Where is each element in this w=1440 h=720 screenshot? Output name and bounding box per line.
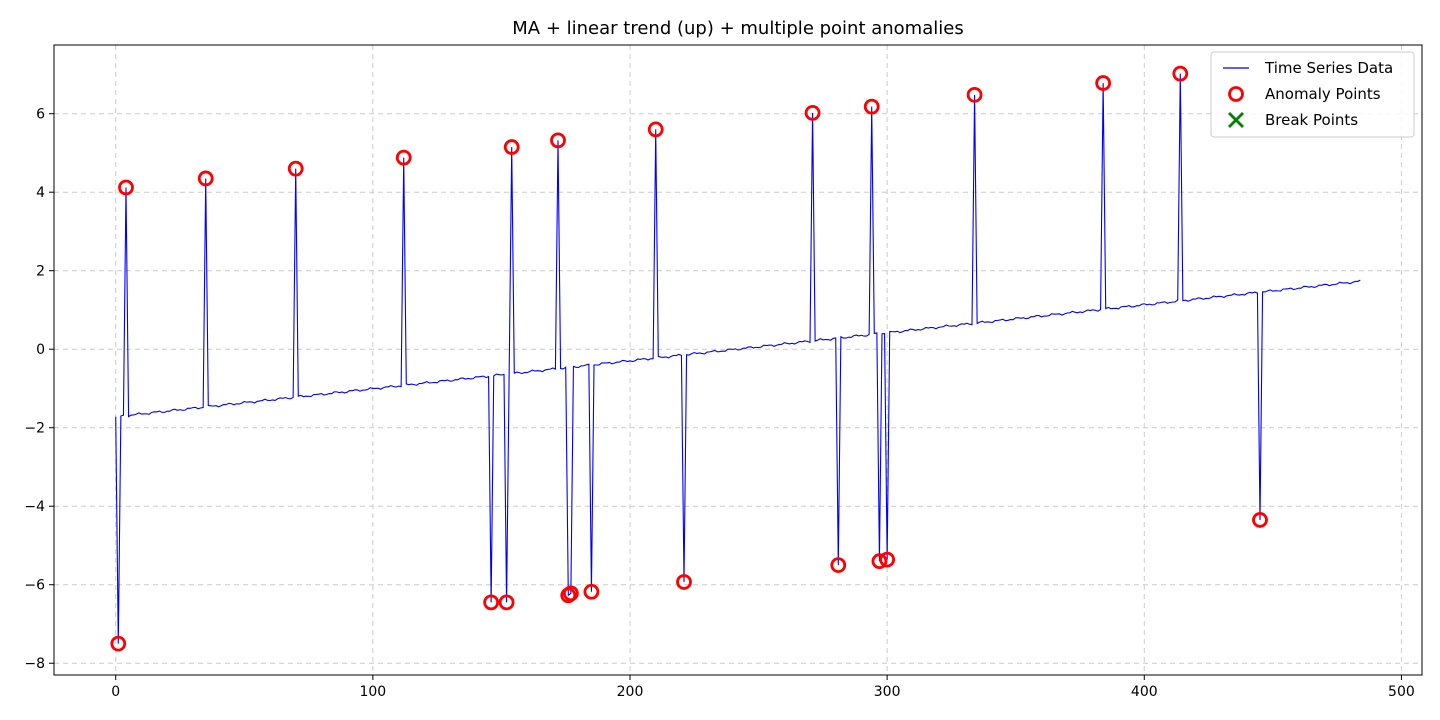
- anomaly-point: [503, 139, 520, 155]
- x-tick-label: 300: [874, 684, 901, 700]
- anomaly-point: [676, 574, 692, 590]
- plot-frame: [53, 44, 1423, 676]
- legend-label: Anomaly Points: [1265, 85, 1381, 103]
- legend-x-marker: [1228, 112, 1244, 128]
- y-tick-label: −6: [24, 578, 45, 594]
- y-tick-label: 6: [36, 107, 45, 123]
- legend-box: [1210, 51, 1415, 138]
- y-tick-label: 2: [36, 264, 45, 280]
- anomaly-point: [550, 132, 566, 149]
- anomaly-point: [879, 551, 896, 568]
- series-layer: [115, 73, 1361, 644]
- anomaly-layer: [110, 65, 1268, 652]
- anomaly-point: [583, 583, 600, 600]
- anomaly-point: [863, 98, 880, 115]
- y-tick-label: 4: [36, 185, 45, 201]
- chart-title: MA + linear trend (up) + multiple point …: [512, 18, 963, 39]
- anomaly-point: [197, 170, 214, 187]
- anomaly-point: [118, 179, 134, 196]
- anomaly-point: [395, 149, 412, 166]
- series-line: [115, 73, 1361, 644]
- anomaly-point: [1095, 75, 1112, 91]
- y-tick-label: −4: [24, 499, 45, 515]
- x-tick-label: 500: [1388, 684, 1415, 700]
- anomaly-point: [562, 585, 579, 602]
- y-tick-label: −2: [24, 421, 45, 437]
- legend-label: Break Points: [1265, 111, 1358, 129]
- legend: Time Series Data Anomaly Points Break Poin…: [1210, 51, 1415, 138]
- y-tick-label: 0: [36, 342, 45, 358]
- anomaly-point: [110, 635, 127, 652]
- legend-label: Time Series Data: [1264, 59, 1393, 77]
- anomaly-point: [498, 594, 515, 611]
- legend-circle-marker: [1228, 86, 1244, 102]
- x-tick-label: 0: [111, 684, 120, 700]
- anomaly-point: [966, 86, 983, 103]
- anomaly-point: [287, 160, 304, 177]
- axis-ticks: 0 100 200 300 400 500 −8 −6 −4 −2 0 2 4 6: [24, 107, 1414, 700]
- anomaly-point: [871, 553, 888, 570]
- grid-lines: [54, 45, 1422, 675]
- x-tick-label: 400: [1131, 684, 1158, 700]
- anomaly-point: [804, 105, 821, 121]
- anomaly-point: [483, 594, 500, 611]
- anomaly-point: [830, 557, 847, 573]
- x-tick-label: 200: [617, 684, 644, 700]
- anomaly-point: [647, 121, 664, 138]
- anomaly-point: [1252, 512, 1268, 528]
- anomaly-point: [1172, 65, 1189, 82]
- y-tick-label: −8: [24, 656, 45, 672]
- x-tick-label: 100: [359, 684, 386, 700]
